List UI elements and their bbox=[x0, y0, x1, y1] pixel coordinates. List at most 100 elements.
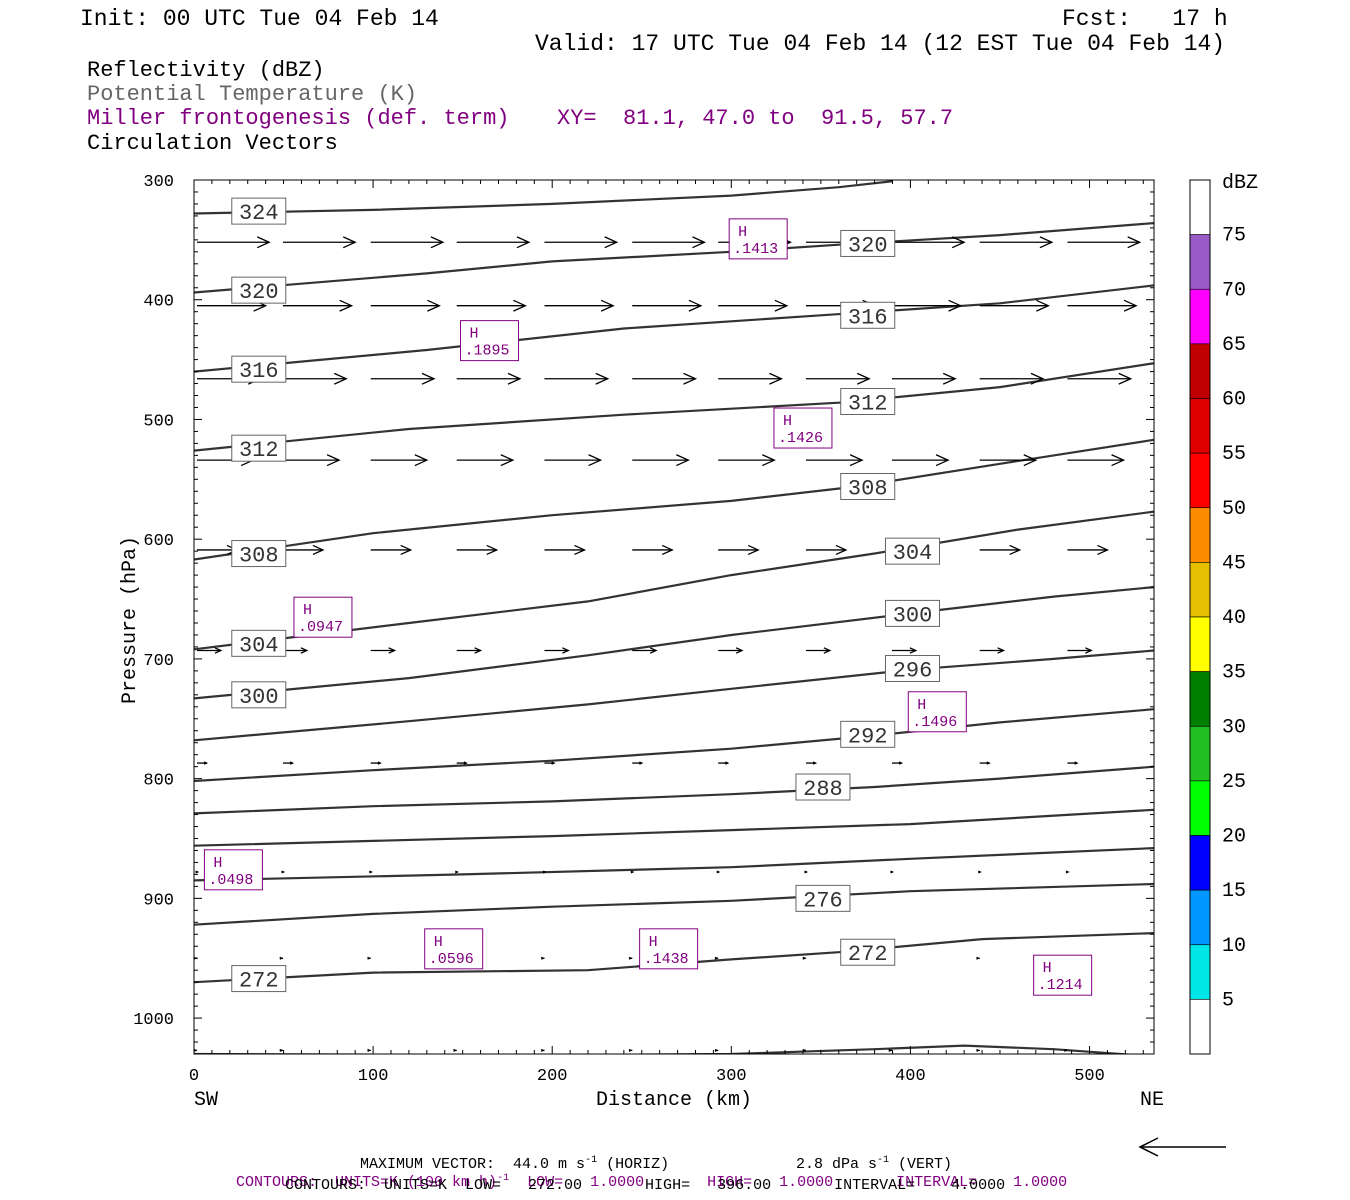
theta-contour-284 bbox=[194, 808, 1154, 847]
wind-vector bbox=[456, 236, 531, 249]
wind-vector bbox=[632, 544, 674, 556]
valid-time: Valid: 17 UTC Tue 04 Feb 14 (12 EST Tue … bbox=[535, 31, 1226, 57]
colorbar-unit: dBZ bbox=[1222, 172, 1258, 195]
wind-vector bbox=[542, 870, 547, 874]
colorbar-label: 25 bbox=[1222, 771, 1246, 794]
max-letter: H bbox=[213, 855, 222, 872]
wind-vector bbox=[456, 372, 522, 385]
colorbar-segment bbox=[1189, 889, 1211, 946]
svg-text:320: 320 bbox=[239, 280, 279, 305]
legend-frontogenesis: Miller frontogenesis (def. term) bbox=[87, 106, 510, 131]
contour-label: 276 bbox=[795, 884, 851, 913]
x-tick-label: 400 bbox=[895, 1067, 926, 1086]
wind-vector bbox=[979, 372, 1045, 385]
wind-vector bbox=[370, 236, 445, 249]
contour-label: 292 bbox=[840, 720, 896, 749]
wind-vector bbox=[455, 870, 459, 874]
max-value: .1214 bbox=[1038, 977, 1083, 994]
colorbar-segment bbox=[1189, 725, 1211, 782]
colorbar-label: 70 bbox=[1222, 279, 1246, 302]
max-letter: H bbox=[1043, 960, 1052, 977]
frontogenesis-maxima: H.1413H.1895H.1426H.0947H.1496H.0498H.05… bbox=[203, 218, 1093, 996]
contour-label: 308 bbox=[840, 472, 896, 501]
wind-vector bbox=[544, 236, 619, 249]
contours-theta-text: CONTOURS: UNITS=K LOW= 272.00 HIGH= 396.… bbox=[285, 1177, 1006, 1194]
theta-contour-288 bbox=[194, 765, 1154, 815]
legend-reflectivity: Reflectivity (dBZ) bbox=[87, 58, 325, 83]
wind-vector bbox=[279, 1048, 284, 1052]
svg-text:296: 296 bbox=[893, 658, 933, 683]
svg-text:316: 316 bbox=[848, 305, 888, 330]
svg-text:304: 304 bbox=[893, 541, 933, 566]
wind-vector bbox=[718, 761, 730, 765]
svg-text:324: 324 bbox=[239, 201, 279, 226]
max-value: .1438 bbox=[644, 951, 689, 968]
wind-vector bbox=[544, 299, 615, 312]
svg-text:272: 272 bbox=[848, 942, 888, 967]
wind-vector bbox=[453, 1048, 458, 1052]
colorbar-segment bbox=[1189, 452, 1211, 509]
wind-vector bbox=[1067, 236, 1142, 249]
wind-vector bbox=[632, 454, 690, 467]
theta-contour-312 bbox=[194, 362, 1154, 452]
plot-frame bbox=[193, 179, 1155, 1055]
contour-label: 272 bbox=[231, 965, 287, 994]
wind-vector bbox=[540, 956, 545, 960]
wind-vector bbox=[195, 870, 200, 874]
frontogenesis-max: H.1895 bbox=[460, 320, 520, 362]
colorbar-label: 20 bbox=[1222, 826, 1246, 849]
wind-vector bbox=[370, 761, 382, 765]
wind-vector bbox=[1067, 372, 1133, 385]
x-tick-label: 0 bbox=[189, 1067, 199, 1086]
wind-vector bbox=[978, 870, 982, 874]
theta-contour-308 bbox=[194, 438, 1154, 561]
contour-label: 316 bbox=[231, 355, 287, 384]
wind-vector bbox=[716, 870, 721, 874]
theta-contour-320 bbox=[194, 222, 1154, 294]
wind-vector bbox=[367, 1048, 372, 1052]
colorbar-label: 30 bbox=[1222, 716, 1246, 739]
init-time: Init: 00 UTC Tue 04 Feb 14 bbox=[80, 6, 439, 32]
theta-contour-280 bbox=[194, 847, 1154, 882]
theta-contour-272 bbox=[194, 932, 1154, 984]
wind-vector bbox=[282, 761, 295, 765]
wind-vector bbox=[805, 454, 864, 467]
colorbar: dBZ 75 70 65 60 55 50 45 40 35 30 25 20 15 10 5 bbox=[1189, 172, 1258, 1055]
colorbar-label: 35 bbox=[1222, 662, 1246, 685]
wind-vector bbox=[197, 544, 239, 556]
y-tick-label: 300 bbox=[143, 173, 174, 192]
max-value: .0596 bbox=[429, 951, 474, 968]
theta-contour-292 bbox=[194, 708, 1154, 783]
legend-xy: XY= 81.1, 47.0 to 91.5, 57.7 bbox=[557, 106, 954, 131]
legend-theta: Potential Temperature (K) bbox=[87, 82, 418, 107]
frontogenesis-max: H.1496 bbox=[907, 691, 967, 733]
colorbar-segment bbox=[1189, 288, 1211, 345]
wind-vector bbox=[369, 870, 373, 874]
contour-label: 304 bbox=[885, 537, 941, 566]
wind-vector bbox=[805, 761, 818, 765]
wind-vector bbox=[805, 372, 871, 385]
wind-vector bbox=[890, 870, 895, 874]
sw-label: SW bbox=[194, 1089, 218, 1112]
wind-vector bbox=[718, 454, 776, 467]
contour-label: 300 bbox=[885, 599, 941, 628]
theta-contour-268 bbox=[194, 1044, 1136, 1054]
wind-vector bbox=[1065, 870, 1070, 874]
colorbar-label: 75 bbox=[1222, 225, 1246, 248]
theta-contour-304 bbox=[194, 510, 1154, 651]
wind-vector bbox=[282, 372, 348, 385]
wind-vector bbox=[456, 761, 468, 765]
contours-frontogenesis-text: CONTOURS: UNITS=K (100 km h)-1 LOW= 1.00… bbox=[236, 1173, 1068, 1191]
wind-vector bbox=[632, 372, 698, 385]
wind-vector bbox=[979, 299, 1050, 312]
colorbar-label: 15 bbox=[1222, 880, 1246, 903]
frontogenesis-max: H.0498 bbox=[203, 849, 263, 891]
wind-vector bbox=[714, 956, 719, 960]
frontogenesis-max: H.1426 bbox=[773, 407, 833, 449]
max-letter: H bbox=[649, 934, 658, 951]
wind-vector bbox=[891, 236, 966, 249]
theta-contour-316 bbox=[194, 284, 1154, 373]
ne-label: NE bbox=[1140, 1089, 1164, 1112]
colorbar-segment bbox=[1189, 398, 1211, 454]
contour-label: 300 bbox=[231, 681, 287, 710]
